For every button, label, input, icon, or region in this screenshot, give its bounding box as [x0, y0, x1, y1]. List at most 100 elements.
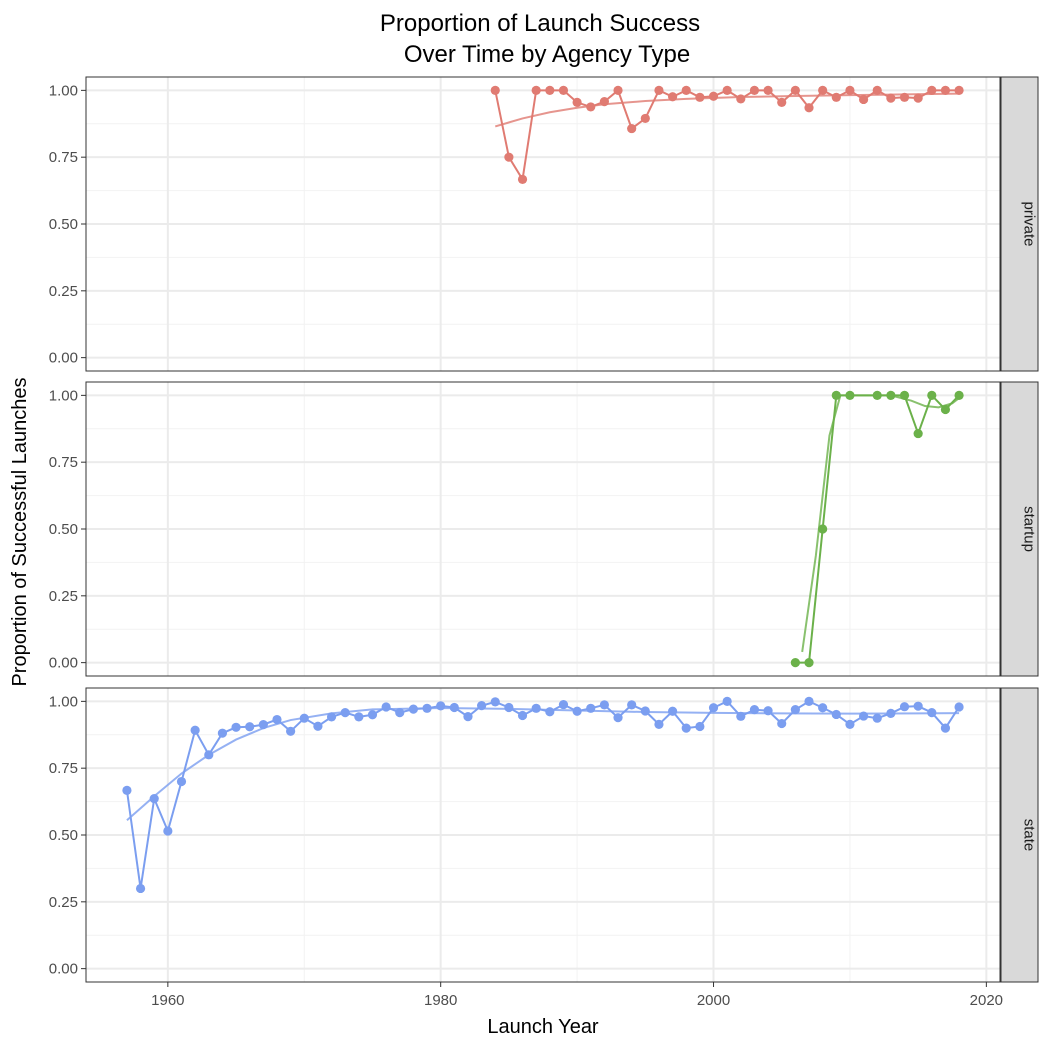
facet-panel-private: 0.00 0.25 0.50 0.75 1.00 private: [49, 76, 1039, 372]
data-point: [899, 702, 910, 712]
data-point: [695, 92, 705, 102]
data-point: [940, 723, 951, 733]
y-tick-label: 0.75: [49, 454, 78, 471]
y-tick-label: 0.00: [49, 350, 78, 367]
data-point: [667, 706, 678, 716]
data-point: [708, 91, 719, 101]
data-point: [749, 85, 760, 95]
data-point: [790, 85, 800, 95]
data-point: [954, 85, 964, 95]
data-point: [899, 92, 910, 102]
series-startup: [790, 390, 964, 668]
data-point: [340, 707, 350, 718]
x-axis-title: Launch Year: [487, 1016, 599, 1038]
data-point: [858, 711, 869, 721]
data-point: [272, 714, 282, 725]
data-point: [395, 707, 405, 718]
data-point: [913, 428, 923, 439]
data-point: [326, 712, 337, 722]
data-point: [954, 390, 964, 400]
data-point: [831, 709, 841, 720]
y-tick-label: 0.00: [49, 655, 78, 672]
data-point: [545, 85, 555, 95]
data-point: [204, 750, 214, 760]
y-tick-label: 0.50: [49, 521, 78, 538]
data-point: [477, 701, 487, 711]
series-state: [122, 696, 964, 894]
data-point: [681, 85, 691, 95]
data-point: [463, 711, 473, 722]
data-point: [899, 390, 910, 400]
data-point: [749, 705, 760, 715]
data-point: [245, 722, 255, 732]
data-point: [149, 794, 159, 804]
chart-title-line2: Over Time by Agency Type: [404, 41, 690, 68]
data-point: [886, 708, 896, 718]
data-point: [872, 390, 882, 400]
facet-strip-label: state: [1021, 819, 1038, 852]
data-point: [722, 85, 732, 95]
data-point: [913, 701, 923, 711]
data-point: [831, 92, 841, 102]
x-tick-label: 1960: [151, 992, 184, 1009]
data-point: [886, 93, 896, 103]
facet-panel-startup: 0.00 0.25 0.50 0.75 1.00 startup: [49, 381, 1039, 677]
data-point: [313, 721, 323, 731]
data-point: [436, 701, 446, 711]
x-tick-label: 2020: [970, 992, 1003, 1009]
data-point: [504, 152, 514, 162]
data-point: [654, 719, 664, 729]
data-point: [777, 97, 787, 107]
data-point: [708, 703, 719, 713]
x-tick-label: 2000: [697, 992, 730, 1009]
y-tick-label: 0.25: [49, 894, 78, 911]
data-point: [422, 703, 432, 713]
data-point: [217, 728, 228, 738]
y-tick-label: 1.00: [49, 82, 78, 99]
data-point: [845, 85, 855, 95]
data-point: [531, 703, 541, 713]
data-point: [504, 702, 514, 713]
data-point: [654, 85, 664, 95]
data-point: [927, 85, 937, 95]
data-point: [913, 93, 923, 103]
data-point: [367, 710, 378, 720]
data-point: [558, 699, 569, 710]
data-point: [627, 123, 637, 134]
data-point: [777, 718, 787, 729]
y-tick-label: 1.00: [49, 387, 78, 404]
data-point: [531, 85, 541, 95]
chart-title-line1: Proportion of Launch Success: [380, 10, 700, 37]
data-point: [845, 719, 855, 729]
data-point: [190, 725, 200, 735]
data-point: [804, 658, 814, 668]
data-point: [599, 700, 609, 710]
data-point: [572, 97, 582, 107]
y-tick-label: 1.00: [49, 693, 78, 710]
data-point: [736, 94, 746, 104]
data-point: [858, 94, 869, 105]
facet-panel-state: 0.00 0.25 0.50 0.75 1.00 state: [49, 687, 1039, 983]
facet-strip-label: private: [1021, 201, 1038, 246]
y-tick-label: 0.50: [49, 216, 78, 233]
data-point: [299, 713, 309, 723]
y-tick-label: 0.25: [49, 283, 78, 300]
data-point: [940, 404, 951, 415]
data-point: [818, 703, 828, 713]
data-point: [831, 390, 841, 400]
data-point: [586, 102, 596, 112]
x-tick-label: 1980: [424, 992, 457, 1009]
y-tick-label: 0.00: [49, 961, 78, 978]
data-point: [613, 713, 623, 723]
data-point: [258, 720, 268, 730]
data-point: [449, 702, 459, 713]
data-point: [640, 113, 650, 124]
data-point: [940, 85, 951, 95]
data-point: [231, 722, 241, 732]
data-point: [886, 390, 896, 400]
data-point: [818, 85, 828, 95]
facet-strip: [1000, 687, 1039, 983]
data-point: [572, 706, 582, 716]
data-point: [818, 524, 828, 534]
